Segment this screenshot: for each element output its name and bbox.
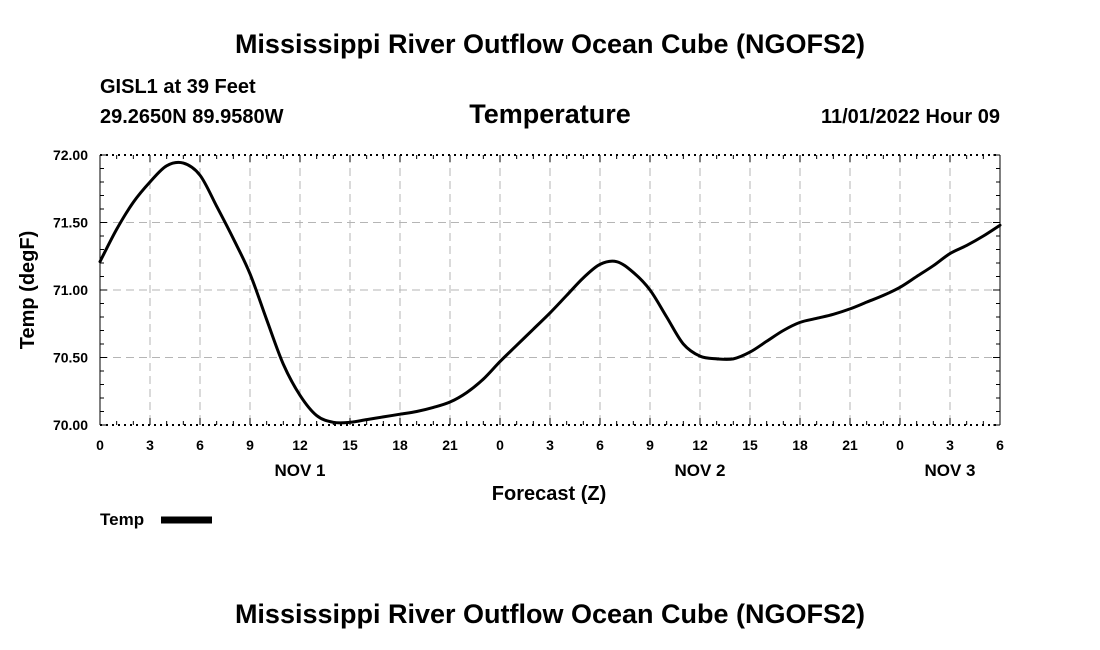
forecast-time: 11/01/2022 Hour 09 <box>820 106 1000 128</box>
station-label: GISL1 at 39 Feet <box>100 76 256 98</box>
x-tick-label: 6 <box>996 437 1004 453</box>
x-tick-label: 3 <box>146 437 154 453</box>
x-tick-label: 0 <box>96 437 104 453</box>
y-tick-label: 71.50 <box>53 215 88 231</box>
x-tick-label: 21 <box>442 437 458 453</box>
x-tick-label: 0 <box>896 437 904 453</box>
x-tick-label: 18 <box>792 437 808 453</box>
station-coordinates: 29.2650N 89.9580W <box>100 106 284 128</box>
x-tick-label: 3 <box>546 437 554 453</box>
x-tick-label: 12 <box>692 437 708 453</box>
day-label: NOV 2 <box>674 461 725 480</box>
day-label: NOV 1 <box>274 461 325 480</box>
x-tick-label: 3 <box>946 437 954 453</box>
day-labels: NOV 1 NOV 2 NOV 3 <box>274 461 975 480</box>
chart-legend: Temp <box>100 510 212 529</box>
chart-series <box>98 160 1002 425</box>
day-label: NOV 3 <box>924 461 975 480</box>
temp-series-line <box>98 160 1002 425</box>
legend-label: Temp <box>100 510 144 529</box>
x-tick-label: 9 <box>246 437 254 453</box>
x-tick-label: 15 <box>342 437 358 453</box>
y-tick-label: 70.00 <box>53 417 88 433</box>
chart-grid <box>100 155 1000 425</box>
y-axis-label: Temp (degF) <box>17 231 39 350</box>
x-tick-label: 0 <box>496 437 504 453</box>
chart-ticks <box>99 154 1001 426</box>
x-tick-labels: 0 3 6 9 12 15 18 21 0 3 6 9 12 15 18 21 0 3 6 <box>96 437 1004 453</box>
x-tick-label: 12 <box>292 437 308 453</box>
x-tick-label: 21 <box>842 437 858 453</box>
x-tick-label: 6 <box>596 437 604 453</box>
x-tick-label: 18 <box>392 437 408 453</box>
y-tick-label: 70.50 <box>53 350 88 366</box>
y-tick-label: 71.00 <box>53 282 88 298</box>
y-tick-label: 72.00 <box>53 147 88 163</box>
chart-footer-title: Mississippi River Outflow Ocean Cube (NG… <box>234 599 866 629</box>
x-axis-label: Forecast (Z) <box>492 483 606 505</box>
y-tick-labels: 70.00 70.50 71.00 71.50 72.00 <box>53 147 88 433</box>
variable-title: Temperature <box>469 99 631 129</box>
chart-main-title: Mississippi River Outflow Ocean Cube (NG… <box>234 29 866 59</box>
x-tick-label: 6 <box>196 437 204 453</box>
x-tick-label: 9 <box>646 437 654 453</box>
x-tick-label: 15 <box>742 437 758 453</box>
